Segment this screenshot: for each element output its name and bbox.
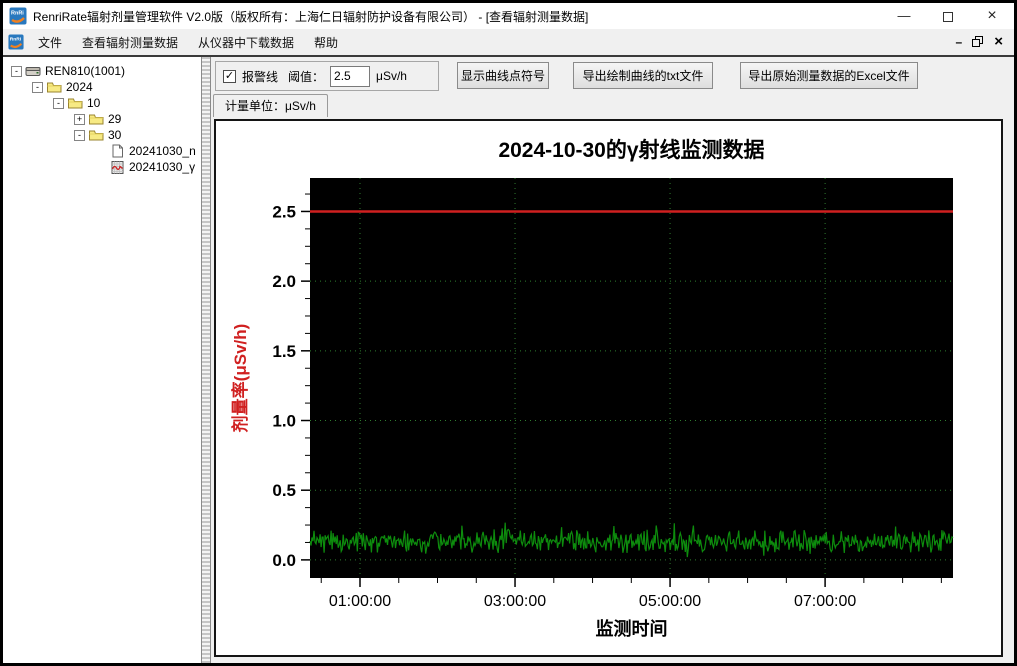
x-tick-label: 01:00:00 xyxy=(329,593,391,610)
x-tick-label: 07:00:00 xyxy=(794,593,856,610)
folder-icon xyxy=(47,82,62,93)
tree-item-20241030_γ[interactable]: 20241030_γ xyxy=(3,159,201,175)
folder-icon xyxy=(89,130,104,141)
export-excel-button[interactable]: 导出原始测量数据的Excel文件 xyxy=(740,62,918,89)
folder-icon xyxy=(68,98,83,109)
chart-icon-wrap xyxy=(109,160,126,174)
tree-item-label: REN810(1001) xyxy=(45,64,126,78)
tree-item-label: 2024 xyxy=(66,80,93,94)
window-title: RenriRate辐射剂量管理软件 V2.0版（版权所有：上海仁日辐射防护设备有… xyxy=(33,9,589,24)
device-icon-wrap xyxy=(25,64,42,78)
menu-item-1[interactable]: 查看辐射测量数据 xyxy=(82,35,179,50)
menu-bar: RnRi 文件 查看辐射测量数据 从仪器中下载数据 帮助 – × xyxy=(3,29,1014,57)
device-icon xyxy=(25,67,41,76)
x-tick-label: 03:00:00 xyxy=(484,593,546,610)
folder-icon-wrap xyxy=(46,80,63,94)
tree-item-label: 20241030_γ xyxy=(129,160,196,174)
expand-icon[interactable]: + xyxy=(74,113,85,125)
title-bar[interactable]: RnRi RenriRate辐射剂量管理软件 V2.0版（版权所有：上海仁日辐射… xyxy=(3,3,1014,29)
y-tick-label: 2.5 xyxy=(272,202,296,221)
folder-icon-wrap xyxy=(88,128,105,142)
restore-icon xyxy=(972,35,984,47)
collapse-icon[interactable]: - xyxy=(11,65,22,77)
menu-item-2[interactable]: 从仪器中下载数据 xyxy=(198,35,295,50)
unit-tab[interactable]: 计量单位：μSv/h xyxy=(213,94,328,117)
x-axis-label: 监测时间 xyxy=(596,618,668,639)
export-txt-button[interactable]: 导出绘制曲线的txt文件 xyxy=(573,62,713,89)
y-tick-label: 2.0 xyxy=(272,272,296,291)
threshold-label: 阈值： xyxy=(288,69,325,84)
y-tick-label: 0.5 xyxy=(272,481,296,500)
collapse-icon[interactable]: - xyxy=(32,81,43,93)
measurement-view-panel: ✓ 报警线 阈值： μSv/h 显示曲线点符号 导出绘制曲线的txt文件 导出原… xyxy=(211,57,1014,663)
tree-item-29[interactable]: +29 xyxy=(3,111,201,127)
show-curve-points-button[interactable]: 显示曲线点符号 xyxy=(457,62,549,89)
tree-item-30[interactable]: - 30 xyxy=(3,127,201,143)
chart-file-icon xyxy=(111,161,124,174)
document-icon xyxy=(112,144,123,158)
threshold-input[interactable] xyxy=(330,65,371,87)
mdi-minimize-button[interactable]: – xyxy=(955,35,963,49)
mdi-window-controls: – × xyxy=(955,33,1009,50)
tree-item-20241030_n[interactable]: 20241030_n xyxy=(3,143,201,159)
mdi-restore-button[interactable] xyxy=(972,35,984,49)
chart-title: 2024-10-30的γ射线监测数据 xyxy=(498,138,764,162)
close-button[interactable]: × xyxy=(987,7,997,24)
minimize-button[interactable]: — xyxy=(897,8,911,23)
menu-item-3[interactable]: 帮助 xyxy=(314,35,339,50)
tree-item-label: 20241030_n xyxy=(129,144,196,158)
doc-icon-wrap xyxy=(109,144,126,158)
collapse-icon[interactable]: - xyxy=(53,97,64,109)
tree-item-REN810(1001)[interactable]: - REN810(1001) xyxy=(3,63,201,79)
tree-item-label: 30 xyxy=(108,128,122,142)
plot-area xyxy=(310,178,953,578)
series-line xyxy=(309,522,954,558)
tree-item-2024[interactable]: - 2024 xyxy=(3,79,201,95)
app-logo-icon: RnRi xyxy=(9,7,27,25)
alarm-line-group: ✓ 报警线 阈值： μSv/h xyxy=(215,61,439,91)
mdi-child-icon: RnRi xyxy=(8,34,24,50)
menu-item-0[interactable]: 文件 xyxy=(38,35,63,50)
menu-items: 文件 查看辐射测量数据 从仪器中下载数据 帮助 xyxy=(28,29,956,56)
main-area: - REN810(1001) -2024-10 +29-30 20241030_n 202… xyxy=(3,57,1014,663)
chart-panel: 0.0 0.5 1.0 1.5 2.0 2.5 01:00:00 03:00:00 05:00:… xyxy=(214,119,1003,657)
folder-icon xyxy=(89,114,104,125)
y-tick-label: 1.5 xyxy=(272,342,296,361)
alarm-line-checkbox[interactable]: ✓ xyxy=(223,69,236,83)
tree-item-label: 29 xyxy=(108,112,122,126)
panel-splitter[interactable] xyxy=(201,57,211,663)
device-data-tree: - REN810(1001) -2024-10 +29-30 20241030_n 202… xyxy=(3,57,201,663)
maximize-icon xyxy=(943,11,953,22)
y-tick-label: 1.0 xyxy=(272,412,296,431)
collapse-icon[interactable]: - xyxy=(74,129,85,141)
tree-item-10[interactable]: - 10 xyxy=(3,95,201,111)
svg-text:RnRi: RnRi xyxy=(11,11,24,17)
mdi-close-button[interactable]: × xyxy=(994,33,1003,50)
y-axis-label: 剂量率(μSv/h) xyxy=(230,324,250,433)
folder-icon-wrap xyxy=(88,112,105,126)
x-tick-label: 05:00:00 xyxy=(639,593,701,610)
gamma-monitoring-chart: 0.0 0.5 1.0 1.5 2.0 2.5 01:00:00 03:00:00 05:00:… xyxy=(230,138,954,639)
threshold-unit-label: μSv/h xyxy=(376,69,407,83)
svg-text:RnRi: RnRi xyxy=(10,37,22,43)
folder-icon-wrap xyxy=(67,96,84,110)
alarm-line-label: 报警线 xyxy=(242,69,279,84)
maximize-button[interactable] xyxy=(926,3,970,29)
tree-item-label: 10 xyxy=(87,96,101,110)
y-tick-label: 0.0 xyxy=(272,551,296,570)
